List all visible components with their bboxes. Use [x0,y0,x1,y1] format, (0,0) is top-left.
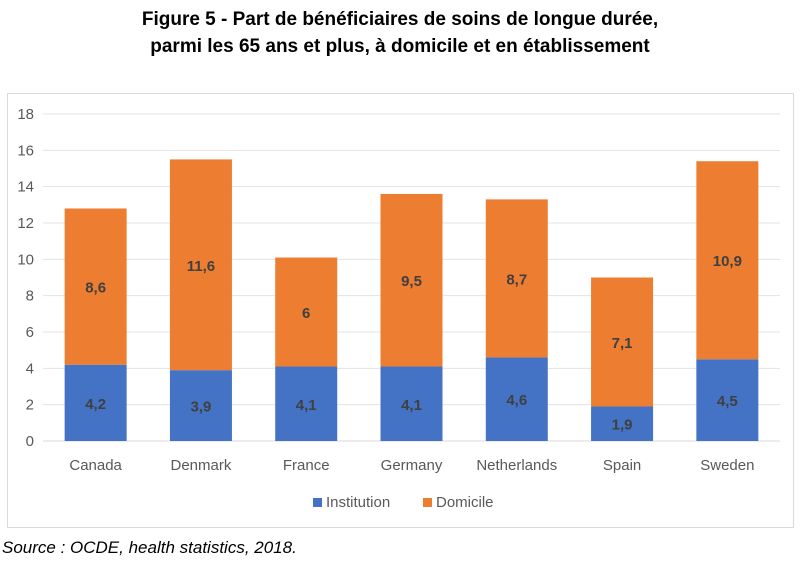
data-label: 1,9 [612,417,633,434]
y-tick-label: 2 [26,397,34,414]
data-label: 10,9 [713,253,742,270]
bar-domicile-spain [591,277,654,407]
bar-institution-netherlands [485,357,548,441]
x-category-label: Denmark [170,457,231,474]
data-label: 4,1 [296,397,317,414]
chart-title-line-2: parmi les 65 ans et plus, à domicile et … [150,36,650,57]
data-label: 8,7 [506,271,527,288]
legend-label: Domicile [436,494,494,511]
x-axis-categories: Canada Denmark France Germany Netherlands Spa… [69,457,754,474]
y-tick-label: 10 [17,251,34,268]
source-note: Source : OCDE, health statistics, 2018. [2,538,297,557]
bar-domicile-canada [64,208,127,365]
y-tick-label: 16 [17,142,34,159]
y-tick-label: 4 [26,360,34,377]
bar-domicile-netherlands [485,199,548,358]
bar-institution-sweden [696,359,759,441]
y-tick-label: 8 [26,288,34,305]
y-tick-label: 0 [26,433,34,450]
data-label: 3,9 [190,399,211,416]
y-tick-label: 6 [26,324,34,341]
bar-domicile-france [275,257,338,367]
data-label: 4,1 [401,397,422,414]
data-label: 8,6 [85,280,106,297]
bar-institution-france [275,366,338,441]
x-category-label: Spain [603,457,641,474]
y-tick-label: 18 [17,106,34,123]
chart-frame [7,93,794,528]
data-label: 6 [302,305,310,322]
y-axis-ticks: 0 2 4 6 8 10 12 14 16 18 [17,106,34,450]
bar-domicile-denmark [169,159,232,371]
x-category-label: France [283,457,330,474]
bar-institution-denmark [169,370,232,441]
data-label: 7,1 [612,335,633,352]
data-label: 11,6 [187,258,215,275]
bar-institution-spain [591,406,654,441]
bar-institution-canada [64,364,127,441]
y-tick-label: 14 [17,179,34,196]
data-label: 4,6 [506,392,527,409]
bars [64,159,759,441]
x-category-label: Canada [69,457,122,474]
legend-swatch [423,498,432,507]
data-labels: 4,2 8,6 3,9 11,6 4,1 6 4,1 9,5 4,6 8,7 1,9 7,1 4,5 10… [85,253,742,434]
y-tick-label: 12 [17,215,34,232]
chart-title: Figure 5 - Part de bénéficiaires de soin… [0,6,800,60]
data-label: 4,2 [85,396,106,413]
data-label: 4,5 [717,393,738,410]
bar-institution-germany [380,366,443,441]
legend-label: Institution [326,494,390,511]
x-category-label: Sweden [700,457,754,474]
chart-title-line-1: Figure 5 - Part de bénéficiaires de soin… [141,9,659,30]
legend: Institution Domicile [313,494,494,511]
x-category-label: Netherlands [476,457,557,474]
bar-domicile-germany [380,193,443,367]
data-label: 9,5 [401,273,422,290]
x-category-label: Germany [381,457,443,474]
legend-swatch [313,498,322,507]
bar-domicile-sweden [696,161,759,360]
